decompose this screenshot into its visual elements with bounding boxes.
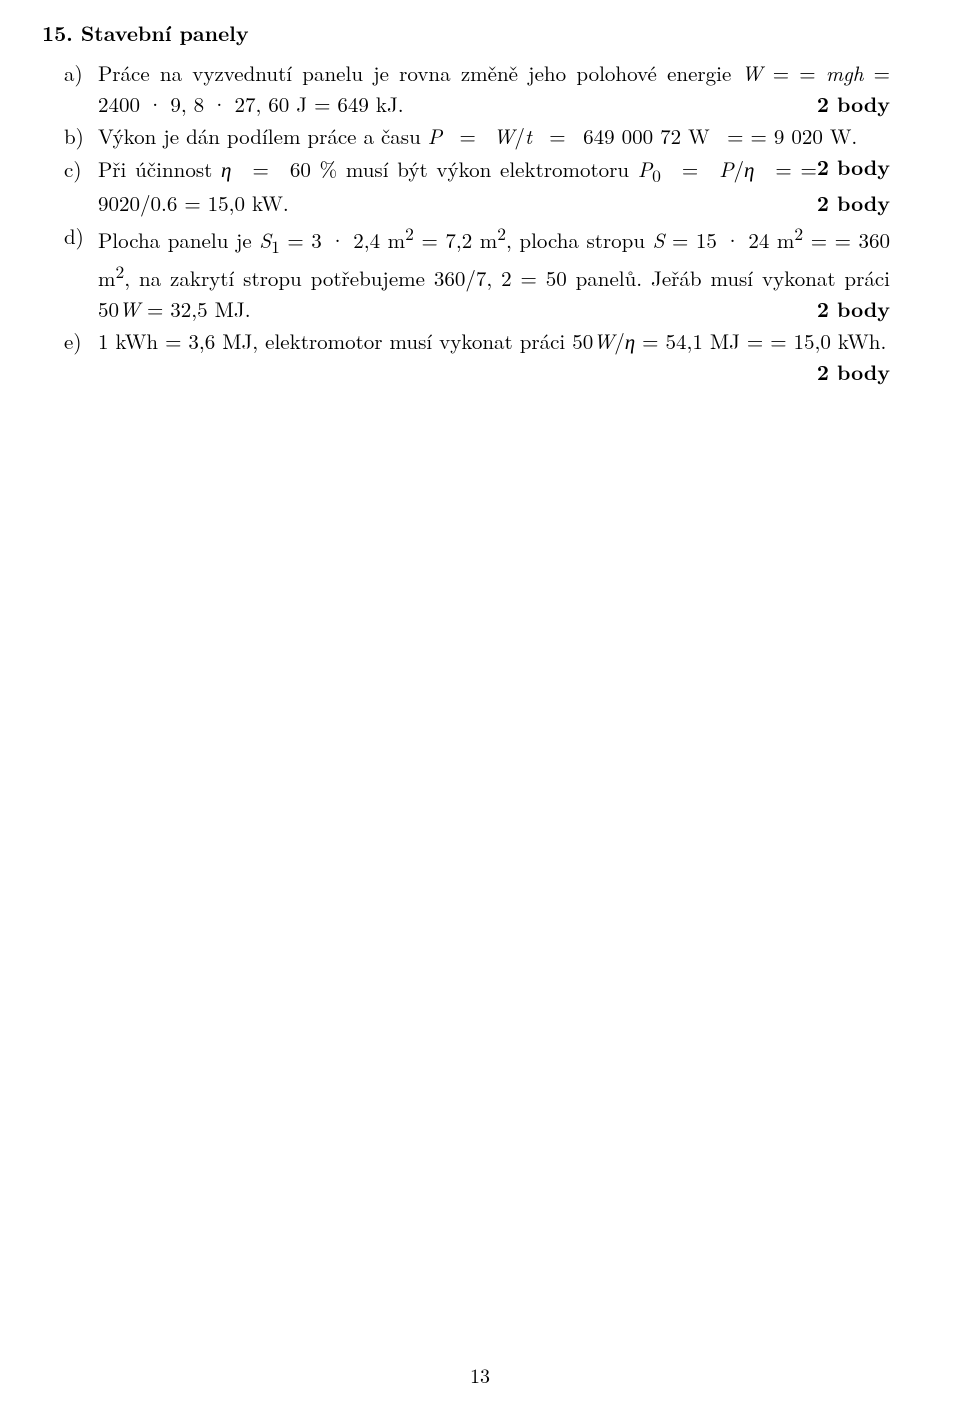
item-b-text: Výkon je dán podílem práce a času P = W/… [98,121,857,151]
page-number: 13 [0,1360,960,1389]
item-a: Práce na vyzvednutí panelu je rovna změn… [98,58,890,119]
item-d-points: 2 body [817,294,890,324]
item-c: Při účinnost η = 60 % musí být výkon ele… [98,154,890,219]
item-a-points: 2 body [817,89,890,119]
item-e-text: 1 kWh = 3,6 MJ, elektromotor musí vykona… [98,326,886,356]
item-c-text: Při účinnost η = 60 % musí být výkon ele… [98,154,817,219]
item-a-text: Práce na vyzvednutí panelu je rovna změn… [98,58,890,118]
item-e-points: 2 body [817,357,890,387]
section-heading: 15. Stavební panely [42,18,890,48]
item-d: Plocha panelu je S1 = 3 · 2,4 m2 = 7,2 m… [98,221,890,324]
item-c-points: 2 body [817,188,890,218]
item-e: 1 kWh = 3,6 MJ, elektromotor musí vykona… [98,326,890,356]
item-d-text: Plocha panelu je S1 = 3 · 2,4 m2 = 7,2 m… [98,225,890,324]
solution-list: Práce na vyzvednutí panelu je rovna změn… [42,58,890,356]
item-b: Výkon je dán podílem práce a času P = W/… [98,121,890,151]
